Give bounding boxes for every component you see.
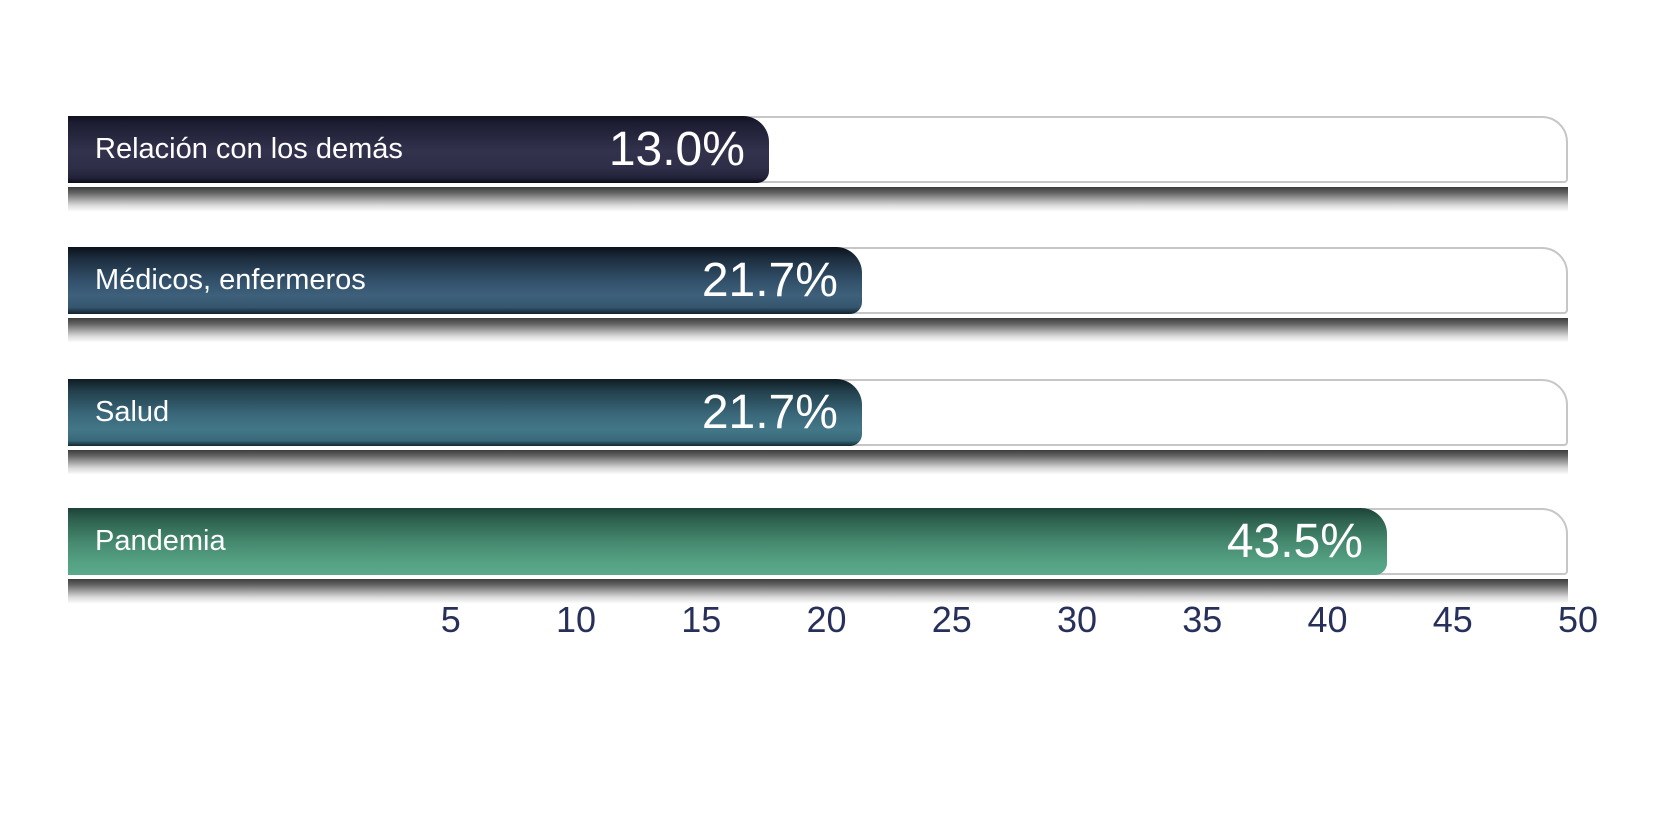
bar-fill-medicos: Médicos, enfermeros 21.7%: [68, 247, 862, 314]
axis-tick-label: 35: [1182, 599, 1223, 640]
bar-value: 13.0%: [608, 122, 745, 176]
axis-tick-label: 50: [1558, 599, 1599, 640]
bar-row: Relación con los demás 13.0%: [68, 116, 1568, 213]
bar-label: Relación con los demás: [95, 133, 403, 165]
axis-tick-label: 5: [440, 599, 461, 640]
axis-tick-label: 15: [681, 599, 722, 640]
bar-fill-relacion: Relación con los demás 13.0%: [68, 116, 769, 183]
axis-tick-label: 25: [931, 599, 972, 640]
bar-value: 21.7%: [701, 253, 838, 307]
bar-row: Salud 21.7%: [68, 379, 1568, 476]
bar-value: 43.5%: [1226, 514, 1363, 568]
bar-fill-pandemia: Pandemia 43.5%: [68, 508, 1387, 575]
axis-tick-label: 30: [1057, 599, 1098, 640]
bar-drop-shadow: [68, 450, 1568, 476]
bar-row: Médicos, enfermeros 21.7%: [68, 247, 1568, 344]
bar-fill-salud: Salud 21.7%: [68, 379, 862, 446]
bar-label: Salud: [95, 396, 170, 428]
bar-label: Médicos, enfermeros: [95, 264, 366, 296]
axis-tick-label: 40: [1307, 599, 1348, 640]
axis-tick-label: 10: [556, 599, 597, 640]
bar-drop-shadow: [68, 318, 1568, 344]
axis-tick-label: 45: [1432, 599, 1473, 640]
bar-row: Pandemia 43.5%: [68, 508, 1568, 605]
bar-label: Pandemia: [95, 525, 226, 557]
axis-tick-label: 20: [806, 599, 847, 640]
bar-drop-shadow: [68, 187, 1568, 213]
x-axis: 5 10 15 20 25 30 35 40 45 50: [68, 599, 1598, 646]
bar-drop-shadow: [68, 579, 1568, 605]
bar-value: 21.7%: [701, 385, 838, 439]
